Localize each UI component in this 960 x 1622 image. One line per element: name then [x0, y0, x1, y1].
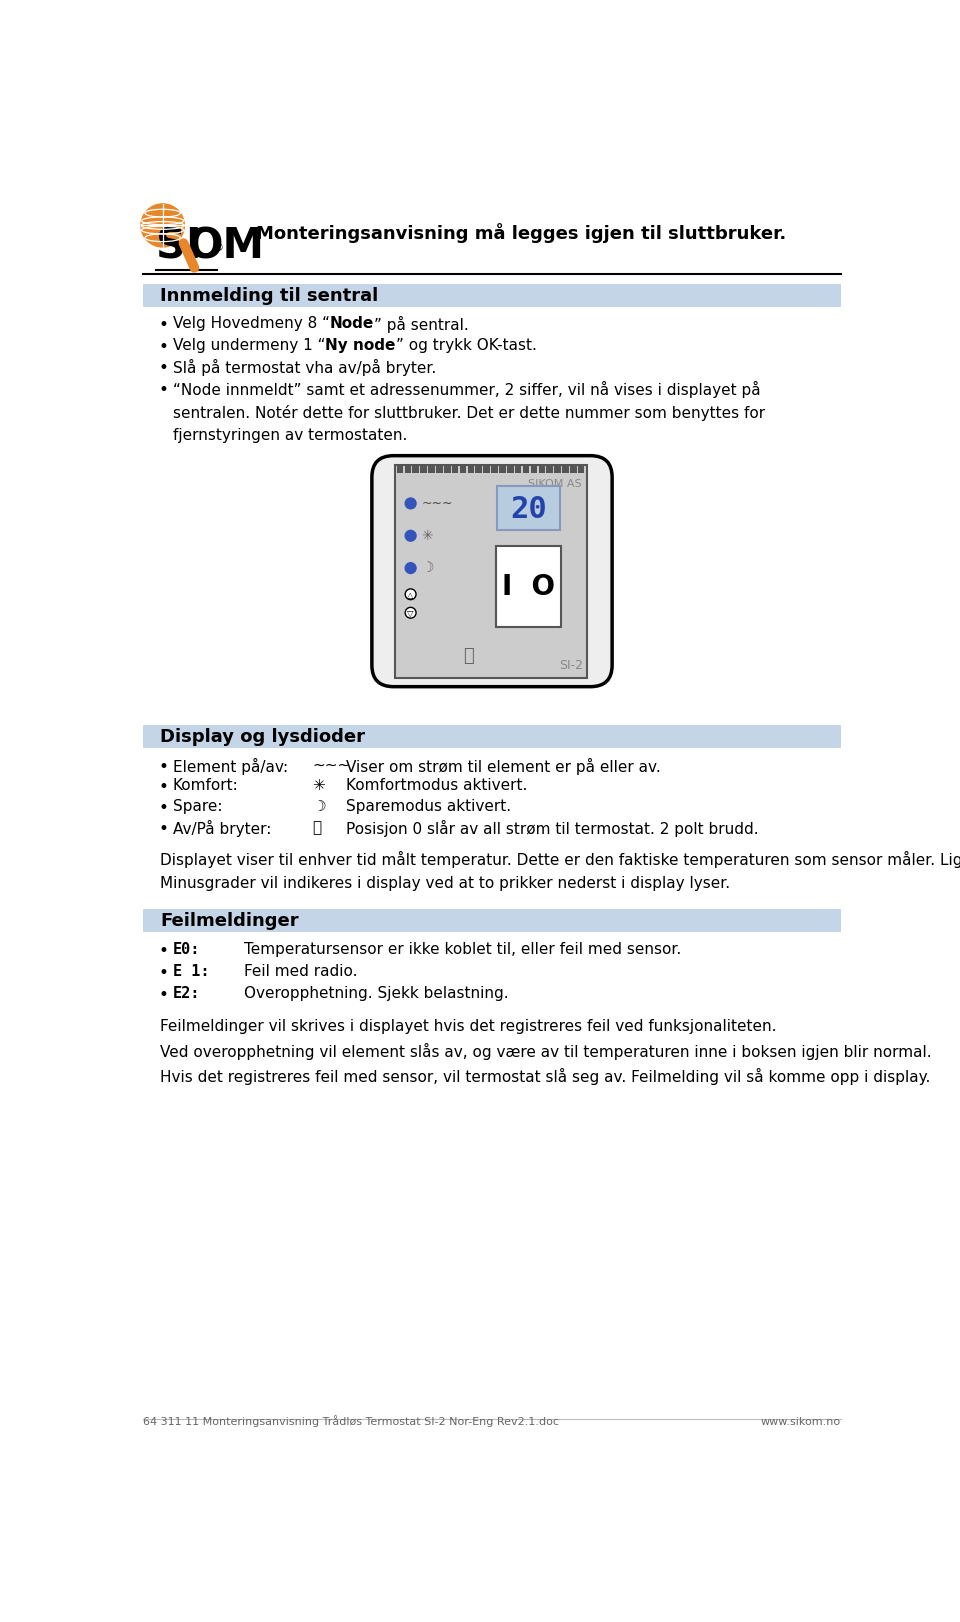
Text: •: • — [158, 779, 169, 796]
Text: I  O: I O — [502, 573, 555, 600]
Text: SI: SI — [156, 225, 202, 268]
Text: ☽: ☽ — [312, 800, 325, 814]
Circle shape — [405, 530, 416, 542]
Text: E 1:: E 1: — [173, 963, 209, 978]
FancyBboxPatch shape — [372, 456, 612, 686]
Bar — [531, 466, 538, 474]
Bar — [428, 466, 435, 474]
Text: •: • — [158, 986, 169, 1004]
Circle shape — [405, 607, 416, 618]
Text: ⏻: ⏻ — [312, 819, 322, 835]
Text: Feilmeldinger vil skrives i displayet hvis det registreres feil ved funksjonalit: Feilmeldinger vil skrives i displayet hv… — [160, 1019, 932, 1085]
Bar — [563, 466, 568, 474]
Text: ☽: ☽ — [421, 561, 434, 576]
Text: Komfortmodus aktivert.: Komfortmodus aktivert. — [347, 779, 528, 793]
Bar — [436, 466, 443, 474]
FancyBboxPatch shape — [496, 487, 561, 530]
Circle shape — [405, 498, 416, 509]
Text: Feil med radio.: Feil med radio. — [244, 963, 357, 978]
Bar — [507, 466, 514, 474]
Bar — [554, 466, 561, 474]
Text: ∼∼∼: ∼∼∼ — [312, 757, 350, 772]
Bar — [475, 466, 482, 474]
FancyBboxPatch shape — [143, 725, 841, 748]
Text: “Node innmeldt” samt et adressenummer, 2 siffer, vil nå vises i displayet på
sen: “Node innmeldt” samt et adressenummer, 2… — [173, 381, 765, 443]
Bar — [413, 466, 419, 474]
Text: Display og lysdioder: Display og lysdioder — [160, 728, 366, 746]
Bar — [420, 466, 427, 474]
Circle shape — [141, 204, 184, 247]
Text: SI-2: SI-2 — [559, 659, 583, 672]
Bar — [499, 466, 506, 474]
Text: Sparemodus aktivert.: Sparemodus aktivert. — [347, 800, 512, 814]
Text: Element på/av:: Element på/av: — [173, 757, 288, 775]
Text: •: • — [158, 316, 169, 334]
Text: Temperatursensor er ikke koblet til, eller feil med sensor.: Temperatursensor er ikke koblet til, ell… — [244, 941, 682, 957]
Bar — [570, 466, 577, 474]
Text: SIKOM AS: SIKOM AS — [527, 478, 581, 488]
Text: OM: OM — [188, 225, 265, 268]
Text: •: • — [158, 337, 169, 355]
Text: www.sikom.no: www.sikom.no — [760, 1416, 841, 1427]
Text: •: • — [158, 381, 169, 399]
Text: •: • — [158, 819, 169, 839]
Bar — [492, 466, 498, 474]
Bar — [444, 466, 450, 474]
Text: Av/På bryter:: Av/På bryter: — [173, 819, 271, 837]
Bar — [483, 466, 490, 474]
Bar — [468, 466, 474, 474]
Bar — [460, 466, 467, 474]
Text: 20: 20 — [510, 495, 547, 524]
Bar — [396, 466, 403, 474]
FancyBboxPatch shape — [396, 466, 588, 678]
Text: •: • — [158, 963, 169, 981]
Bar — [515, 466, 521, 474]
Text: Komfort:: Komfort: — [173, 779, 238, 793]
Text: •: • — [158, 360, 169, 378]
Text: 64 311 11 Monteringsanvisning Trådløs Termostat SI-2 Nor-Eng Rev2.1.doc: 64 311 11 Monteringsanvisning Trådløs Te… — [143, 1414, 560, 1427]
Text: Monteringsanvisning må legges igjen til sluttbruker.: Monteringsanvisning må legges igjen til … — [255, 224, 786, 243]
Text: △: △ — [407, 590, 414, 600]
Circle shape — [405, 589, 416, 600]
Text: •: • — [158, 941, 169, 960]
Text: ▽: ▽ — [407, 608, 414, 618]
Text: ✳: ✳ — [421, 529, 433, 543]
Text: ” på sentral.: ” på sentral. — [374, 316, 468, 333]
Text: Slå på termostat vha av/på bryter.: Slå på termostat vha av/på bryter. — [173, 360, 436, 376]
Text: ✳: ✳ — [312, 779, 324, 793]
Bar — [523, 466, 529, 474]
Bar — [452, 466, 459, 474]
Text: E2:: E2: — [173, 986, 200, 1001]
Text: Innmelding til sentral: Innmelding til sentral — [160, 287, 378, 305]
Bar — [539, 466, 545, 474]
Text: Feilmeldinger: Feilmeldinger — [160, 912, 299, 929]
Text: Overopphetning. Sjekk belastning.: Overopphetning. Sjekk belastning. — [244, 986, 509, 1001]
Text: Displayet viser til enhver tid målt temperatur. Dette er den faktiske temperatur: Displayet viser til enhver tid målt temp… — [160, 852, 960, 890]
Text: Posisjon 0 slår av all strøm til termostat. 2 polt brudd.: Posisjon 0 slår av all strøm til termost… — [347, 819, 759, 837]
Text: •: • — [158, 800, 169, 817]
Text: ” og trykk OK-tast.: ” og trykk OK-tast. — [396, 337, 537, 354]
Text: •: • — [158, 757, 169, 775]
FancyBboxPatch shape — [143, 284, 841, 307]
FancyBboxPatch shape — [143, 910, 841, 933]
Text: Velg undermeny 1 “: Velg undermeny 1 “ — [173, 337, 325, 354]
Bar — [404, 466, 411, 474]
Text: E0:: E0: — [173, 941, 200, 957]
FancyBboxPatch shape — [496, 545, 561, 628]
Text: ®: ® — [213, 243, 224, 253]
Text: Node: Node — [329, 316, 374, 331]
Text: ⏻: ⏻ — [464, 647, 474, 665]
Circle shape — [405, 563, 416, 574]
Text: Viser om strøm til element er på eller av.: Viser om strøm til element er på eller a… — [347, 757, 661, 775]
Bar — [546, 466, 553, 474]
Text: Ny node: Ny node — [325, 337, 396, 354]
Text: Velg Hovedmeny 8 “: Velg Hovedmeny 8 “ — [173, 316, 329, 331]
Bar — [578, 466, 585, 474]
Text: ~∼∼: ~∼∼ — [421, 496, 453, 509]
Text: Spare:: Spare: — [173, 800, 222, 814]
